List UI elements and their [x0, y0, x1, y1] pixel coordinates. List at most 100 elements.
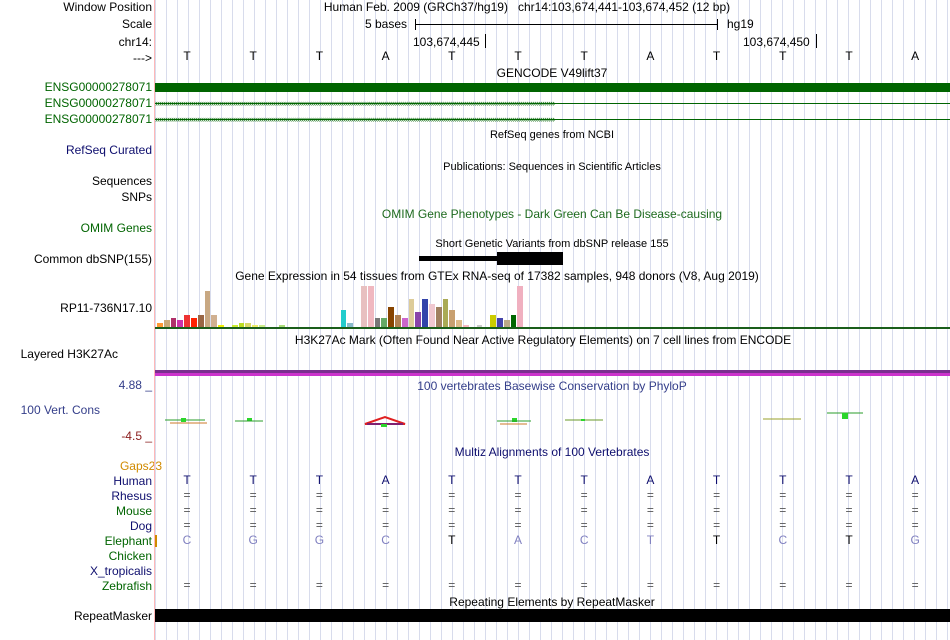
gene-label-3[interactable]: ENSG00000278071 [44, 112, 152, 126]
gtex-tissue-bar[interactable] [177, 320, 184, 328]
gtex-gene-label[interactable]: RP11-736N17.10 [60, 301, 152, 315]
gtex-tissue-bar[interactable] [211, 314, 218, 328]
species-label[interactable]: Elephant [104, 534, 152, 548]
gtex-tissue-bar[interactable] [347, 322, 354, 328]
refseq-track-title[interactable]: RefSeq genes from NCBI [489, 129, 615, 141]
refseq-track-label[interactable]: RefSeq Curated [65, 143, 152, 157]
gtex-tissue-bar[interactable] [361, 286, 367, 328]
gtex-tissue-bar[interactable] [463, 325, 469, 328]
alignment-base: C [381, 533, 390, 547]
gtex-tissue-bar[interactable] [170, 317, 177, 328]
gene-line-2 [155, 119, 950, 120]
gtex-tissue-bar[interactable] [238, 322, 245, 328]
gtex-tissue-bar[interactable] [259, 325, 265, 328]
strand-arrows-1: ››››››››››››››››››››››››››››››››››››››››… [155, 99, 555, 108]
gtex-tissue-bar[interactable] [381, 317, 388, 328]
omim-track-label[interactable]: OMIM Genes [80, 221, 152, 235]
gtex-tissue-bar[interactable] [401, 317, 408, 328]
gtex-tissue-bar[interactable] [191, 317, 197, 328]
dbsnp-variant-thin[interactable] [419, 256, 563, 261]
dbsnp-variant-block[interactable] [497, 252, 563, 265]
species-label[interactable]: X_tropicalis [89, 564, 152, 578]
phylop-track-label[interactable]: 100 Vert. Cons [20, 403, 100, 417]
gene-strand-line-1[interactable]: ››››››››››››››››››››››››››››››››››››››››… [155, 99, 950, 108]
position-text: chr14:103,674,441-103,674,452 (12 bp) [517, 0, 731, 14]
coord-label-2: 103,674,450 [743, 35, 810, 49]
alignment-base: = [382, 578, 390, 592]
gtex-tissue-bar[interactable] [517, 286, 524, 328]
gtex-tissue-bar[interactable] [449, 309, 456, 328]
gene-thick-bar[interactable] [155, 83, 950, 92]
species-label[interactable]: Rhesus [111, 489, 152, 503]
repeatmasker-track-label[interactable]: RepeatMasker [73, 609, 152, 623]
gtex-tissue-bar[interactable] [422, 299, 428, 328]
alignment-base: = [845, 503, 853, 517]
alignment-base: = [315, 488, 323, 502]
h3k27ac-track-label[interactable]: Layered H3K27Ac [20, 347, 118, 361]
omim-track-title[interactable]: OMIM Gene Phenotypes - Dark Green Can Be… [381, 207, 723, 221]
gtex-tissue-bar[interactable] [429, 304, 435, 328]
gtex-tissue-bar[interactable] [408, 299, 415, 328]
gridline [155, 0, 156, 640]
gtex-tissue-bar[interactable] [204, 291, 211, 328]
gtex-tissue-bar[interactable] [367, 286, 374, 328]
multiz-track-title[interactable]: Multiz Alignments of 100 Vertebrates [454, 445, 650, 459]
gtex-tissue-bar[interactable] [442, 299, 449, 328]
gtex-tissue-bar[interactable] [252, 325, 258, 328]
gtex-tissue-bar[interactable] [163, 320, 170, 328]
gtex-tissue-bar[interactable] [503, 320, 510, 328]
gtex-tissue-bar[interactable] [510, 314, 517, 328]
publications-snps-label[interactable]: SNPs [121, 190, 152, 204]
alignment-base: = [713, 503, 721, 517]
gtex-tissue-bar[interactable] [435, 307, 442, 328]
gtex-tissue-bar[interactable] [184, 314, 190, 328]
species-label[interactable]: Dog [129, 519, 152, 533]
gridline [485, 0, 486, 640]
gtex-tissue-bar[interactable] [218, 325, 224, 328]
gencode-track-title[interactable]: GENCODE V49lift37 [496, 66, 608, 80]
gene-label-2[interactable]: ENSG00000278071 [44, 96, 152, 110]
gtex-tissue-bar[interactable] [197, 314, 204, 328]
alignment-base: = [779, 488, 787, 502]
gtex-tissue-bar[interactable] [395, 314, 401, 328]
species-label[interactable]: Zebrafish [101, 579, 152, 593]
publications-track-title[interactable]: Publications: Sequences in Scientific Ar… [443, 161, 661, 173]
reference-base: T [249, 49, 257, 63]
gtex-bar-chart[interactable] [155, 284, 535, 328]
gtex-tissue-bar[interactable] [374, 317, 381, 328]
elephant-gap-marker [155, 535, 157, 547]
gtex-tissue-bar[interactable] [279, 325, 286, 328]
phylop-signal[interactable] [155, 400, 950, 436]
dbsnp-track-label[interactable]: Common dbSNP(155) [33, 252, 152, 266]
gtex-tissue-bar[interactable] [231, 325, 238, 328]
gtex-tissue-bar[interactable] [340, 309, 347, 328]
alignment-base: = [514, 578, 522, 592]
publications-sequences-label[interactable]: Sequences [91, 174, 152, 188]
gridline [672, 0, 673, 640]
gtex-tissue-bar[interactable] [456, 320, 462, 328]
gene-strand-line-2[interactable]: ››››››››››››››››››››››››››››››››››››››››… [155, 115, 950, 124]
alignment-base: = [646, 518, 654, 532]
phylop-track-title[interactable]: 100 vertebrates Basewise Conservation by… [417, 379, 687, 393]
h3k27ac-track-title[interactable]: H3K27Ac Mark (Often Found Near Active Re… [294, 333, 792, 347]
gtex-tissue-bar[interactable] [157, 322, 163, 328]
browser-track-area[interactable]: Human Feb. 2009 (GRCh37/hg19) chr14:103,… [155, 0, 950, 640]
gtex-tissue-bar[interactable] [415, 312, 422, 328]
gtex-tissue-bar[interactable] [388, 307, 394, 328]
gtex-tissue-bar[interactable] [490, 314, 496, 328]
repeat-element-block[interactable] [155, 609, 950, 622]
gene-label-1[interactable]: ENSG00000278071 [44, 80, 152, 94]
species-label[interactable]: Mouse [115, 504, 152, 518]
gtex-track-title[interactable]: Gene Expression in 54 tissues from GTEx … [235, 269, 759, 283]
gtex-tissue-bar[interactable] [245, 322, 252, 328]
repeatmasker-track-title[interactable]: Repeating Elements by RepeatMasker [449, 595, 655, 609]
gtex-tissue-bar[interactable] [497, 317, 503, 328]
species-label[interactable]: Chicken [108, 549, 152, 563]
gtex-tissue-bar[interactable] [476, 325, 483, 328]
alignment-base: A [911, 473, 920, 487]
species-label[interactable]: Human [113, 474, 152, 488]
alignment-base: = [779, 518, 787, 532]
dbsnp-track-title[interactable]: Short Genetic Variants from dbSNP releas… [435, 238, 669, 250]
gridline [232, 0, 233, 640]
alignment-base: = [514, 488, 522, 502]
